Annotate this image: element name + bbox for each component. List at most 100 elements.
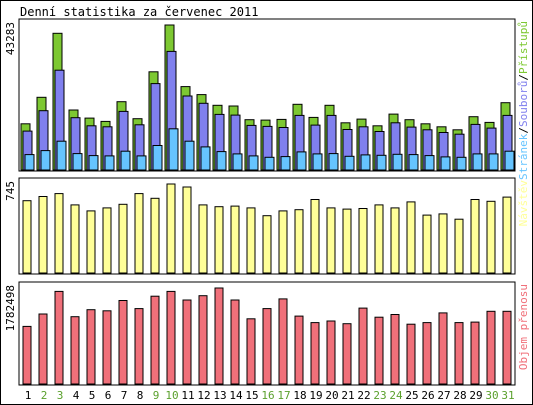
visits-bar <box>326 207 336 274</box>
series-label-part: Objem přenosu <box>517 284 530 370</box>
x-tick-label: 6 <box>105 389 112 402</box>
x-tick-label: 20 <box>325 389 338 402</box>
kbytes-bar <box>150 295 160 385</box>
series-label: Stránek/Souborů/Přístupů <box>517 21 530 180</box>
kbytes-bar <box>262 308 272 385</box>
visits-bar <box>470 199 480 274</box>
x-tick-label: 31 <box>501 389 514 402</box>
pages-bar <box>488 153 499 171</box>
pages-bar <box>248 155 259 171</box>
visits-bar <box>230 205 240 274</box>
x-tick-label: 9 <box>153 389 160 402</box>
visits-bar <box>70 204 80 274</box>
pages-bar <box>104 155 115 171</box>
kbytes-bar <box>374 316 384 385</box>
kbytes-bar <box>118 300 128 385</box>
visits-bar <box>118 203 128 274</box>
x-tick-label: 1 <box>25 389 32 402</box>
visits-bar <box>374 204 384 274</box>
visits-bar <box>246 207 256 274</box>
kbytes-bar <box>230 299 240 385</box>
x-tick-label: 17 <box>277 389 290 402</box>
kbytes-bar <box>70 316 80 385</box>
visits-bar <box>454 218 464 274</box>
kbytes-bar <box>198 295 208 385</box>
pages-bar <box>152 145 163 171</box>
visits-bar <box>422 214 432 274</box>
pages-bar <box>168 128 179 171</box>
visits-bar <box>166 183 176 274</box>
kbytes-bar <box>102 310 112 385</box>
x-tick-label: 26 <box>421 389 434 402</box>
kbytes-bar <box>390 314 400 385</box>
series-label: Návštěv <box>517 180 530 227</box>
kbytes-bar <box>502 310 512 385</box>
visits-bar <box>102 207 112 274</box>
visits-bar <box>262 215 272 274</box>
x-tick-label: 12 <box>197 389 210 402</box>
pages-bar <box>456 156 467 171</box>
visits-bar <box>486 200 496 274</box>
kbytes-bar <box>358 307 368 385</box>
pages-bar <box>280 156 291 171</box>
kbytes-bar <box>326 320 336 385</box>
pages-bar <box>360 154 371 171</box>
visits-bar <box>150 197 160 274</box>
visits-bar <box>310 199 320 274</box>
x-tick-label: 14 <box>229 389 243 402</box>
pages-bar <box>232 153 243 171</box>
visits-bar <box>278 210 288 274</box>
series-label-part: / <box>517 74 530 81</box>
kbytes-bar <box>438 312 448 385</box>
chart-title: Denní statistika za červenec 2011 <box>20 5 258 19</box>
series-label: Objem přenosu <box>517 284 530 370</box>
visits-bar <box>38 196 48 274</box>
series-label-part: Souborů <box>517 81 530 127</box>
x-tick-label: 10 <box>165 389 178 402</box>
series-label-part: Stránek <box>517 133 530 180</box>
pages-bar <box>120 150 131 171</box>
visits-bar <box>358 208 368 274</box>
x-tick-label: 30 <box>485 389 498 402</box>
x-tick-label: 15 <box>245 389 258 402</box>
kbytes-bar <box>182 299 192 385</box>
kbytes-bar <box>470 321 480 385</box>
x-tick-label: 22 <box>357 389 370 402</box>
kbytes-bar <box>86 309 96 385</box>
x-tick-label: 4 <box>73 389 80 402</box>
visits-bar <box>214 206 224 274</box>
series-label-part: Přístupů <box>517 21 530 74</box>
pages-bar <box>376 154 387 171</box>
pages-bar <box>344 155 355 171</box>
x-tick-label: 13 <box>213 389 226 402</box>
visits-bar <box>22 200 32 274</box>
x-tick-label: 3 <box>57 389 64 402</box>
kbytes-bar <box>406 323 416 385</box>
pages-bar <box>440 156 451 171</box>
pages-bar <box>328 153 339 171</box>
x-tick-label: 24 <box>389 389 403 402</box>
pages-bar <box>424 155 435 171</box>
series-label-part: / <box>517 127 530 134</box>
x-tick-label: 8 <box>137 389 144 402</box>
pages-bar <box>184 140 195 171</box>
pages-bar <box>264 156 275 171</box>
kbytes-bar <box>246 318 256 385</box>
pages-bar <box>504 150 515 171</box>
pages-bar <box>72 153 83 171</box>
visits-bar <box>438 213 448 274</box>
kbytes-bar <box>422 322 432 385</box>
pages-bar <box>296 151 307 171</box>
pages-bar <box>40 150 51 171</box>
x-tick-label: 5 <box>89 389 96 402</box>
kbytes-bar <box>294 315 304 385</box>
visits-bar <box>198 204 208 274</box>
kbytes-bar <box>38 313 48 385</box>
pages-bar <box>200 146 211 171</box>
x-tick-label: 28 <box>453 389 466 402</box>
visits-bar <box>342 208 352 274</box>
visits-bar <box>182 186 192 274</box>
kbytes-bar <box>310 322 320 385</box>
pages-bar <box>24 154 35 171</box>
